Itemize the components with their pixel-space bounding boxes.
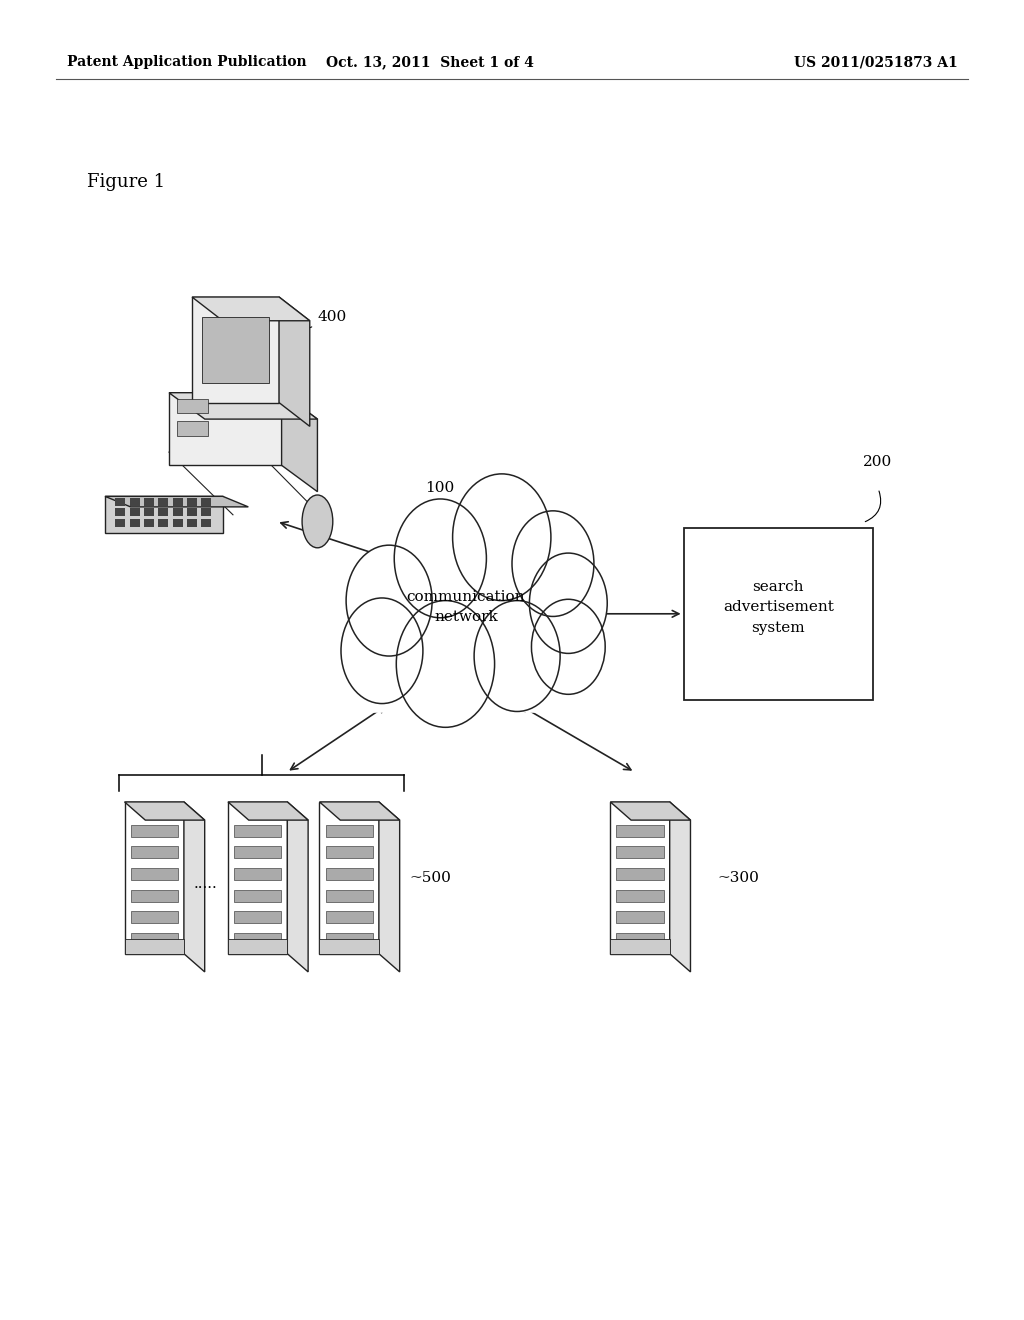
FancyBboxPatch shape xyxy=(201,519,212,527)
FancyBboxPatch shape xyxy=(326,911,373,924)
FancyBboxPatch shape xyxy=(115,519,125,527)
FancyBboxPatch shape xyxy=(172,519,183,527)
FancyBboxPatch shape xyxy=(129,519,139,527)
FancyBboxPatch shape xyxy=(158,498,168,506)
Text: ~500: ~500 xyxy=(410,871,452,884)
Text: 200: 200 xyxy=(862,454,892,469)
FancyBboxPatch shape xyxy=(326,846,373,858)
FancyBboxPatch shape xyxy=(129,498,139,506)
Circle shape xyxy=(396,601,495,727)
Polygon shape xyxy=(184,801,205,972)
Circle shape xyxy=(394,499,486,618)
Polygon shape xyxy=(279,297,309,426)
Text: .....: ..... xyxy=(195,878,218,891)
Text: US 2011/0251873 A1: US 2011/0251873 A1 xyxy=(794,55,957,69)
FancyBboxPatch shape xyxy=(616,933,664,945)
FancyBboxPatch shape xyxy=(234,911,282,924)
Ellipse shape xyxy=(302,495,333,548)
FancyBboxPatch shape xyxy=(177,421,208,436)
FancyBboxPatch shape xyxy=(616,825,664,837)
FancyBboxPatch shape xyxy=(125,801,184,953)
FancyBboxPatch shape xyxy=(143,508,155,516)
FancyBboxPatch shape xyxy=(234,846,282,858)
Polygon shape xyxy=(125,801,205,820)
Polygon shape xyxy=(288,801,308,972)
FancyBboxPatch shape xyxy=(616,890,664,902)
FancyBboxPatch shape xyxy=(326,825,373,837)
FancyBboxPatch shape xyxy=(684,528,872,700)
Circle shape xyxy=(531,599,605,694)
Polygon shape xyxy=(610,801,690,820)
FancyBboxPatch shape xyxy=(234,933,282,945)
Polygon shape xyxy=(319,801,399,820)
Circle shape xyxy=(453,474,551,601)
Text: search
advertisement
system: search advertisement system xyxy=(723,579,834,635)
Text: Oct. 13, 2011  Sheet 1 of 4: Oct. 13, 2011 Sheet 1 of 4 xyxy=(326,55,535,69)
FancyBboxPatch shape xyxy=(186,508,197,516)
FancyBboxPatch shape xyxy=(158,508,168,516)
Circle shape xyxy=(346,545,432,656)
FancyBboxPatch shape xyxy=(319,939,379,953)
FancyBboxPatch shape xyxy=(131,911,178,924)
FancyBboxPatch shape xyxy=(616,869,664,880)
Polygon shape xyxy=(282,393,317,491)
FancyBboxPatch shape xyxy=(177,399,208,413)
Text: Figure 1: Figure 1 xyxy=(87,173,165,191)
Text: Patent Application Publication: Patent Application Publication xyxy=(67,55,306,69)
FancyBboxPatch shape xyxy=(143,498,155,506)
FancyBboxPatch shape xyxy=(228,801,288,953)
FancyBboxPatch shape xyxy=(131,890,178,902)
FancyBboxPatch shape xyxy=(610,939,670,953)
FancyBboxPatch shape xyxy=(319,801,379,953)
Polygon shape xyxy=(169,393,317,420)
FancyBboxPatch shape xyxy=(186,519,197,527)
FancyBboxPatch shape xyxy=(131,869,178,880)
FancyBboxPatch shape xyxy=(131,846,178,858)
FancyBboxPatch shape xyxy=(234,825,282,837)
FancyBboxPatch shape xyxy=(125,939,184,953)
FancyBboxPatch shape xyxy=(105,496,223,533)
Circle shape xyxy=(341,598,423,704)
FancyBboxPatch shape xyxy=(326,933,373,945)
FancyBboxPatch shape xyxy=(326,890,373,902)
FancyBboxPatch shape xyxy=(158,519,168,527)
FancyBboxPatch shape xyxy=(610,801,670,953)
FancyBboxPatch shape xyxy=(131,825,178,837)
FancyBboxPatch shape xyxy=(143,519,155,527)
FancyBboxPatch shape xyxy=(228,939,288,953)
FancyBboxPatch shape xyxy=(129,508,139,516)
FancyBboxPatch shape xyxy=(203,317,268,383)
Text: 400: 400 xyxy=(317,310,347,323)
Circle shape xyxy=(512,511,594,616)
FancyBboxPatch shape xyxy=(115,498,125,506)
FancyBboxPatch shape xyxy=(326,869,373,880)
FancyBboxPatch shape xyxy=(616,846,664,858)
FancyBboxPatch shape xyxy=(115,508,125,516)
FancyBboxPatch shape xyxy=(172,498,183,506)
Polygon shape xyxy=(379,801,399,972)
Polygon shape xyxy=(228,801,308,820)
Circle shape xyxy=(529,553,607,653)
FancyBboxPatch shape xyxy=(201,508,212,516)
FancyBboxPatch shape xyxy=(131,933,178,945)
Polygon shape xyxy=(105,496,248,507)
FancyBboxPatch shape xyxy=(234,869,282,880)
Text: 100: 100 xyxy=(425,480,455,495)
FancyBboxPatch shape xyxy=(328,574,594,713)
FancyBboxPatch shape xyxy=(201,498,212,506)
Text: communication
network: communication network xyxy=(407,590,525,624)
Text: ~300: ~300 xyxy=(718,871,760,884)
FancyBboxPatch shape xyxy=(186,498,197,506)
Polygon shape xyxy=(670,801,690,972)
Circle shape xyxy=(474,601,560,711)
FancyBboxPatch shape xyxy=(234,890,282,902)
FancyBboxPatch shape xyxy=(169,392,282,465)
FancyBboxPatch shape xyxy=(193,297,279,403)
FancyBboxPatch shape xyxy=(616,911,664,924)
Polygon shape xyxy=(193,297,309,321)
FancyBboxPatch shape xyxy=(172,508,183,516)
